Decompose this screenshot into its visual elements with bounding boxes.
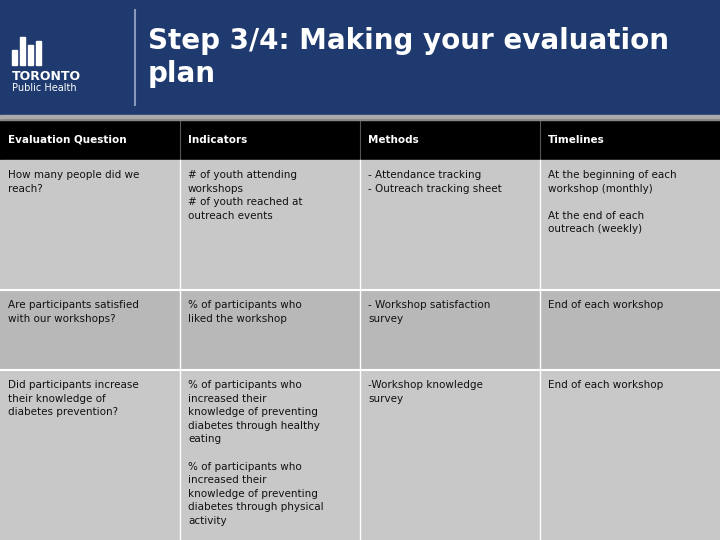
Text: Are participants satisfied
with our workshops?: Are participants satisfied with our work… <box>8 300 139 323</box>
Text: # of youth attending
workshops
# of youth reached at
outreach events: # of youth attending workshops # of yout… <box>188 170 302 221</box>
Bar <box>540 160 720 290</box>
Text: Step 3/4: Making your evaluation
plan: Step 3/4: Making your evaluation plan <box>148 28 669 87</box>
Bar <box>360 370 540 540</box>
Bar <box>36 41 41 65</box>
Bar <box>540 120 720 160</box>
Bar <box>12 50 17 65</box>
Text: How many people did we
reach?: How many people did we reach? <box>8 170 140 194</box>
Bar <box>180 120 360 160</box>
Text: Indicators: Indicators <box>188 135 247 145</box>
Bar <box>0 115 720 120</box>
Bar <box>0 160 180 290</box>
Text: TORONTO: TORONTO <box>12 70 81 83</box>
Bar <box>540 290 720 370</box>
Text: At the beginning of each
workshop (monthly)

At the end of each
outreach (weekly: At the beginning of each workshop (month… <box>548 170 677 234</box>
Bar <box>20 37 25 65</box>
Text: Methods: Methods <box>368 135 419 145</box>
Text: % of participants who
increased their
knowledge of preventing
diabetes through h: % of participants who increased their kn… <box>188 380 323 526</box>
Bar <box>360 120 540 160</box>
Text: -Workshop knowledge
survey: -Workshop knowledge survey <box>368 380 483 403</box>
Bar <box>28 45 33 65</box>
Bar <box>0 0 720 115</box>
Bar <box>180 290 360 370</box>
Bar <box>540 370 720 540</box>
Text: Evaluation Question: Evaluation Question <box>8 135 127 145</box>
Bar <box>180 160 360 290</box>
Bar <box>0 370 180 540</box>
Text: End of each workshop: End of each workshop <box>548 300 663 310</box>
Bar <box>360 160 540 290</box>
Bar <box>0 290 180 370</box>
Text: Public Health: Public Health <box>12 83 76 93</box>
Text: - Attendance tracking
- Outreach tracking sheet: - Attendance tracking - Outreach trackin… <box>368 170 502 194</box>
Text: - Workshop satisfaction
survey: - Workshop satisfaction survey <box>368 300 490 323</box>
Text: % of participants who
liked the workshop: % of participants who liked the workshop <box>188 300 302 323</box>
Text: End of each workshop: End of each workshop <box>548 380 663 390</box>
Bar <box>0 120 180 160</box>
Bar <box>360 290 540 370</box>
Text: Did participants increase
their knowledge of
diabetes prevention?: Did participants increase their knowledg… <box>8 380 139 417</box>
Text: Timelines: Timelines <box>548 135 605 145</box>
Bar <box>180 370 360 540</box>
